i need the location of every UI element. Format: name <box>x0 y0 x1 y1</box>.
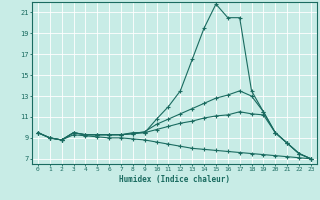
X-axis label: Humidex (Indice chaleur): Humidex (Indice chaleur) <box>119 175 230 184</box>
